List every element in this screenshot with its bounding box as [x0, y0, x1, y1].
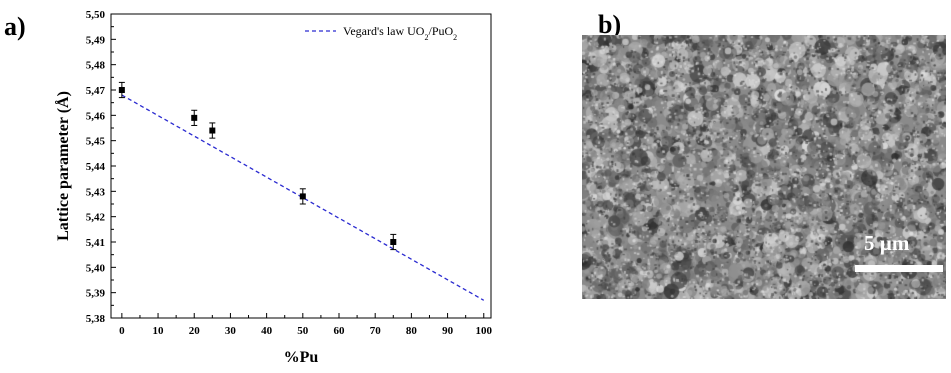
- y-tick-label: 5,49: [86, 34, 106, 46]
- x-tick-label: 0: [119, 325, 125, 337]
- y-tick-label: 5,41: [86, 237, 105, 249]
- data-point: [390, 239, 397, 245]
- scale-bar-label: 5 µm: [864, 231, 910, 255]
- x-tick-label: 50: [297, 325, 309, 337]
- sem-micrograph: 5 µm: [582, 35, 946, 299]
- data-point: [209, 127, 216, 134]
- y-tick-label: 5,39: [86, 288, 106, 300]
- x-tick-label: 70: [370, 325, 382, 337]
- y-tick-label: 5,45: [86, 136, 106, 148]
- sem-texture: [582, 35, 946, 299]
- x-tick-label: 80: [406, 325, 418, 337]
- lattice-parameter-chart: 5,38 5,39 5,40 5,41 5,42 5,43 5,44 5,45 5,46 5,47…: [54, 9, 493, 366]
- vegard-law-line: [121, 94, 485, 301]
- x-tick-label: 90: [442, 325, 454, 337]
- y-tick-label: 5,48: [86, 60, 106, 72]
- y-tick-label: 5,44: [86, 161, 106, 173]
- x-tick-label: 20: [189, 325, 201, 337]
- y-tick-label: 5,42: [86, 212, 106, 224]
- panel-label-a: a): [4, 12, 26, 41]
- scale-bar: [855, 265, 943, 272]
- panel-label-b: b): [598, 10, 622, 39]
- y-tick-label: 5,50: [86, 9, 106, 21]
- x-tick-label: 60: [334, 325, 346, 337]
- x-tick-label: 10: [153, 325, 165, 337]
- y-tick-label: 5,43: [86, 186, 106, 198]
- y-tick-label: 5,40: [86, 262, 106, 274]
- data-point: [299, 193, 306, 200]
- data-point: [118, 87, 125, 93]
- x-tick-label: 100: [476, 325, 493, 337]
- y-tick-label: 5,47: [86, 85, 106, 97]
- y-tick-label: 5,38: [86, 313, 106, 325]
- legend: Vegard's law UO2/PuO2: [305, 24, 457, 42]
- x-tick-label: 40: [261, 325, 273, 337]
- y-axis-title: Lattice parameter (Å): [54, 91, 72, 241]
- data-point: [191, 114, 198, 121]
- x-axis-title: %Pu: [284, 349, 319, 366]
- y-tick-label: 5,46: [86, 110, 106, 122]
- x-tick-label: 30: [225, 325, 237, 337]
- legend-label: Vegard's law UO2/PuO2: [343, 24, 457, 42]
